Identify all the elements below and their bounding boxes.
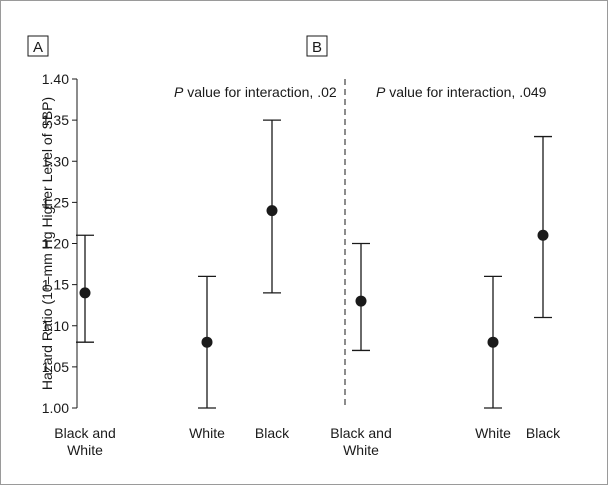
point-estimate	[355, 295, 367, 307]
interaction-annotation: P value for interaction, .02	[174, 84, 337, 100]
y-axis-label: Hazard Ratio (10–mm Hg Higher Level of S…	[39, 97, 55, 390]
x-category-label-line: White	[67, 442, 103, 458]
panel-label: B	[312, 39, 322, 56]
annotation-text: value for interaction, .02	[183, 84, 337, 100]
error-bar-group	[76, 234, 94, 343]
panel-label: A	[33, 39, 43, 56]
point-estimate	[487, 336, 499, 348]
x-category-label-line: Black	[526, 425, 561, 441]
x-category-label: Black and White	[54, 425, 115, 458]
y-tick-label: 1.30	[42, 153, 69, 169]
y-tick-label: 1.25	[42, 194, 69, 210]
x-category-label: Black	[526, 425, 561, 441]
y-tick-label: 1.40	[42, 71, 69, 87]
point-estimate	[201, 336, 213, 348]
y-tick-label: 1.05	[42, 359, 69, 375]
point-estimate	[79, 287, 91, 299]
y-tick-label: 1.00	[42, 400, 69, 416]
y-tick-label: 1.15	[42, 277, 69, 293]
panel-label-box	[27, 35, 49, 57]
point-estimate	[537, 229, 549, 241]
x-category-label-line: White	[475, 425, 511, 441]
x-category-label: Black and White	[330, 425, 391, 458]
x-category-label-line: Black and	[54, 425, 115, 441]
x-category-label-line: White	[343, 442, 379, 458]
y-tick-label: 1.10	[42, 318, 69, 334]
y-tick-label: 1.20	[42, 236, 69, 252]
x-category-label-line: Black	[255, 425, 290, 441]
error-bar-group	[263, 119, 281, 294]
p-symbol: P	[174, 84, 184, 100]
error-bar-group	[352, 242, 370, 352]
panel-label-box	[306, 35, 328, 57]
point-estimate	[266, 205, 278, 217]
x-category-label-line: White	[189, 425, 225, 441]
error-bar-group	[198, 275, 216, 409]
chart-marks	[76, 119, 552, 409]
p-symbol: P	[376, 84, 386, 100]
error-bar-group	[484, 275, 502, 409]
x-category-label-line: Black and	[330, 425, 391, 441]
x-category-label: White	[475, 425, 511, 441]
interaction-annotation: P value for interaction, .049	[376, 84, 547, 100]
chart-axes: 1.00 1.05 1.10 1.15 1.20 1.25 1.30 1.35 1.40 Haza…	[27, 35, 561, 458]
error-bar-group	[534, 135, 552, 319]
x-category-label: White	[189, 425, 225, 441]
y-tick-label: 1.35	[42, 112, 69, 128]
annotation-text: value for interaction, .049	[385, 84, 546, 100]
x-category-label: Black	[255, 425, 290, 441]
